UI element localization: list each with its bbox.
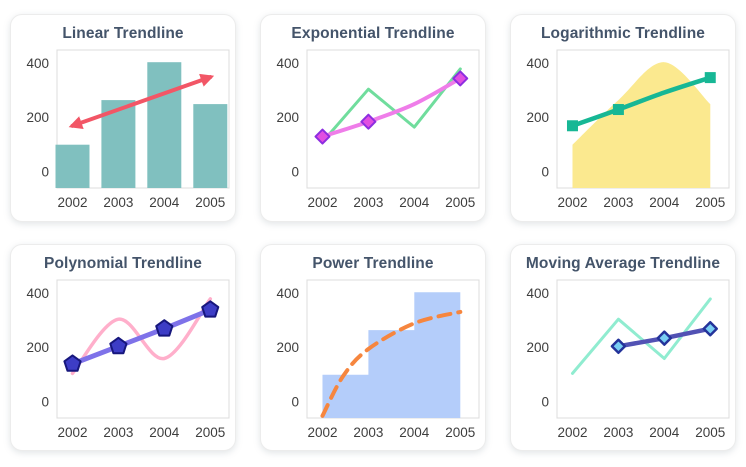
chart-container: 400 200 0 2002 2003 2004 2005 bbox=[261, 275, 485, 443]
x-axis-tick-label: 2004 bbox=[649, 425, 680, 440]
chart-canvas-power: 400 200 0 2002 2003 2004 2005 bbox=[276, 279, 480, 440]
x-axis-tick-label: 2004 bbox=[399, 195, 430, 210]
chart-canvas-logarithmic: 400 200 0 2002 2003 2004 2005 bbox=[526, 49, 730, 210]
chart-title: Polynomial Trendline bbox=[44, 254, 202, 272]
y-axis-tick-label: 400 bbox=[276, 286, 299, 301]
plot-area bbox=[56, 279, 230, 418]
y-axis-tick-label: 200 bbox=[26, 340, 49, 355]
y-axis-tick-label: 0 bbox=[541, 394, 549, 409]
chart-container: 400 200 0 2002 2003 2004 2005 bbox=[511, 45, 735, 213]
x-axis-tick-label: 2002 bbox=[557, 425, 587, 440]
x-axis-tick-label: 2005 bbox=[695, 195, 725, 210]
y-axis-tick-label: 400 bbox=[526, 56, 549, 71]
chart-card-logarithmic: Logarithmic Trendline 400 200 0 2002 2003 2004… bbox=[510, 14, 736, 222]
x-axis-tick-label: 2004 bbox=[149, 195, 180, 210]
x-axis-tick-label: 2004 bbox=[649, 195, 680, 210]
diamond-marker-icon[interactable] bbox=[360, 113, 377, 130]
exponential-trendline-series[interactable] bbox=[320, 76, 463, 139]
chart-canvas-linear: 400 200 0 2002 2003 2004 2005 bbox=[26, 49, 230, 210]
chart-canvas-moving-average: 400 200 0 2002 2003 2004 2005 bbox=[526, 279, 730, 440]
y-axis-tick-label: 200 bbox=[276, 110, 299, 125]
x-axis-tick-label: 2002 bbox=[57, 425, 87, 440]
bar[interactable] bbox=[193, 104, 228, 188]
data-series[interactable] bbox=[322, 291, 461, 418]
diamond-marker-icon[interactable] bbox=[610, 338, 627, 354]
data-series[interactable] bbox=[571, 296, 712, 375]
pentagon-marker-icon[interactable] bbox=[63, 353, 82, 372]
chart-card-polynomial: Polynomial Trendline 400 200 0 2002 2003 2004 2… bbox=[10, 243, 236, 451]
x-axis-tick-label: 2005 bbox=[695, 425, 725, 440]
y-axis-tick-label: 0 bbox=[291, 394, 299, 409]
chart-container: 400 200 0 2002 2003 2004 2005 bbox=[11, 275, 235, 443]
x-axis-tick-label: 2004 bbox=[399, 425, 430, 440]
chart-title: Moving Average Trendline bbox=[525, 254, 721, 272]
power-trendline-series[interactable] bbox=[320, 309, 463, 418]
pentagon-marker-icon[interactable] bbox=[109, 336, 128, 354]
linear-trendline-series[interactable] bbox=[68, 73, 215, 130]
square-marker-icon[interactable] bbox=[704, 72, 716, 84]
y-axis-tick-label: 400 bbox=[526, 286, 549, 301]
x-axis-tick-label: 2003 bbox=[603, 425, 633, 440]
chart-title: Power Trendline bbox=[312, 254, 434, 272]
data-series[interactable] bbox=[321, 67, 462, 144]
plot-area bbox=[556, 279, 730, 418]
y-axis-tick-label: 0 bbox=[41, 394, 49, 409]
bar[interactable] bbox=[147, 62, 182, 189]
chart-canvas-exponential: 400 200 0 2002 2003 2004 2005 bbox=[276, 49, 480, 210]
diamond-marker-icon[interactable] bbox=[452, 70, 469, 87]
square-marker-icon[interactable] bbox=[566, 120, 578, 132]
y-axis-tick-label: 0 bbox=[291, 164, 299, 179]
x-axis-tick-label: 2003 bbox=[103, 425, 133, 440]
chart-container: 400 200 0 2002 2003 2004 2005 bbox=[261, 45, 485, 213]
chart-card-power: Power Trendline 400 200 0 2002 2003 2004 2005 bbox=[260, 243, 486, 451]
x-axis-tick-label: 2005 bbox=[445, 195, 475, 210]
pentagon-marker-icon[interactable] bbox=[201, 299, 220, 318]
chart-title: Logarithmic Trendline bbox=[540, 25, 705, 42]
x-axis-tick-label: 2002 bbox=[557, 195, 587, 210]
diamond-marker-icon[interactable] bbox=[656, 329, 673, 346]
x-axis-tick-label: 2002 bbox=[57, 195, 87, 210]
diamond-marker-icon[interactable] bbox=[314, 128, 331, 145]
y-axis-tick-label: 400 bbox=[26, 286, 49, 301]
chart-title: Linear Trendline bbox=[62, 25, 184, 42]
x-axis-tick-label: 2003 bbox=[603, 195, 633, 210]
x-axis-tick-label: 2005 bbox=[195, 425, 225, 440]
x-axis-tick-label: 2004 bbox=[149, 425, 180, 440]
y-axis-tick-label: 200 bbox=[276, 340, 299, 355]
y-axis-tick-label: 200 bbox=[26, 110, 49, 125]
plot-area bbox=[306, 49, 480, 189]
square-marker-icon[interactable] bbox=[612, 104, 624, 116]
y-axis-tick-label: 200 bbox=[526, 340, 549, 355]
chart-card-linear: Linear Trendline 400 200 0 2002 2003 2004 2005 bbox=[10, 14, 236, 222]
logarithmic-trendline-series[interactable] bbox=[570, 75, 713, 129]
x-axis-tick-label: 2003 bbox=[353, 425, 383, 440]
bar[interactable] bbox=[55, 144, 90, 188]
x-axis-tick-label: 2005 bbox=[445, 425, 475, 440]
x-axis-tick-label: 2005 bbox=[195, 195, 225, 210]
x-axis-tick-label: 2002 bbox=[307, 195, 337, 210]
y-axis-tick-label: 400 bbox=[26, 56, 49, 71]
chart-card-exponential: Exponential Trendline 400 200 0 2002 2003 2004… bbox=[260, 14, 486, 222]
chart-card-moving-average: Moving Average Trendline 400 200 0 2002 2003 2… bbox=[510, 243, 736, 451]
pentagon-marker-icon[interactable] bbox=[155, 318, 174, 337]
polynomial-trendline-series[interactable] bbox=[70, 306, 213, 366]
chart-canvas-polynomial: 400 200 0 2002 2003 2004 2005 bbox=[26, 279, 230, 440]
y-axis-tick-label: 200 bbox=[526, 110, 549, 125]
diamond-marker-icon[interactable] bbox=[702, 320, 719, 336]
y-axis-tick-label: 0 bbox=[541, 164, 549, 179]
chart-container: 400 200 0 2002 2003 2004 2005 bbox=[11, 45, 235, 213]
data-series[interactable] bbox=[572, 62, 711, 188]
chart-title: Exponential Trendline bbox=[291, 25, 455, 42]
chart-container: 400 200 0 2002 2003 2004 2005 bbox=[511, 275, 735, 443]
x-axis-tick-label: 2003 bbox=[103, 195, 133, 210]
x-axis-tick-label: 2002 bbox=[307, 425, 337, 440]
y-axis-tick-label: 0 bbox=[41, 164, 49, 179]
x-axis-tick-label: 2003 bbox=[353, 195, 383, 210]
y-axis-tick-label: 400 bbox=[276, 56, 299, 71]
